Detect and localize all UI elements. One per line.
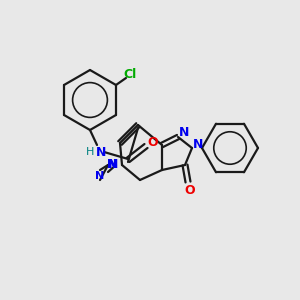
Text: Cl: Cl: [123, 68, 136, 82]
Text: N: N: [95, 171, 105, 181]
Text: N: N: [179, 125, 189, 139]
Text: N: N: [108, 158, 118, 170]
Text: N: N: [96, 146, 106, 158]
Text: O: O: [185, 184, 195, 197]
Text: O: O: [148, 136, 158, 149]
Text: N: N: [107, 158, 117, 172]
Text: N: N: [193, 139, 203, 152]
Text: N: N: [107, 158, 117, 172]
Text: H: H: [86, 147, 94, 157]
